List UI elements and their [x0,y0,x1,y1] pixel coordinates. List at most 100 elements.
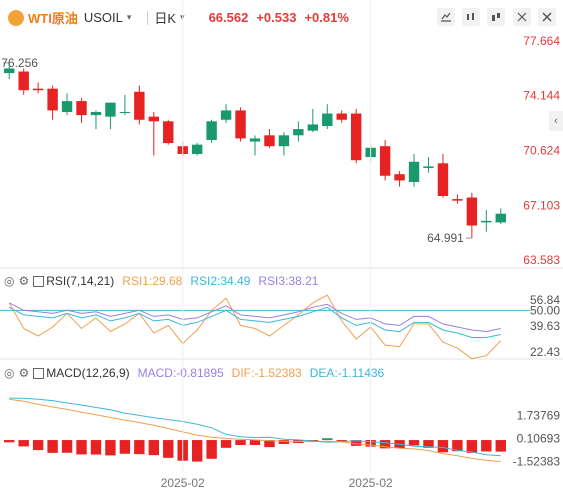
macd-bar [452,440,463,452]
macd-bar [278,440,290,445]
candle-body [394,174,405,181]
high-label: 76.256 [1,56,38,70]
macd-bar [481,440,492,452]
candle-body [307,124,319,131]
candle-body [452,199,463,201]
rsi3-value: RSI3:38.21 [258,274,319,288]
candle-body [336,113,347,120]
candle-body [4,68,15,74]
x-axis-label: 2025-02 [161,476,205,490]
macd-bar [90,440,102,455]
dif-value: DIF:-1.52383 [231,366,302,380]
candle-body [148,116,160,122]
macd-bar [119,440,131,454]
macd-bar [379,440,391,449]
candle-body [423,166,434,168]
macd-bar [47,440,58,453]
symbol-name: WTI原油 [28,11,78,26]
price-axis-label: 67.103 [523,198,560,212]
macd-axis-label: -1.52383 [513,455,561,469]
macd-bar [220,440,232,448]
macd-bar [336,440,347,442]
macd-bar [4,440,15,443]
candle-body [235,110,246,139]
oil-icon [8,9,24,26]
settings-icon[interactable] [437,8,455,26]
macd-bar [249,440,261,445]
macd-bar [61,440,73,453]
checkbox-icon[interactable] [33,367,45,379]
settings-icon[interactable]: ⚙ [18,366,30,380]
candle-body [61,101,73,112]
macd-line-dea [9,397,501,457]
close-icon[interactable] [538,8,556,26]
price-change: +0.533 [256,10,297,25]
price-axis-label: 74.144 [523,89,560,103]
price-axis-label: 63.583 [523,253,560,267]
settings-icon[interactable]: ⚙ [18,274,30,288]
candle-body [322,113,333,126]
chevron-left-icon[interactable]: ‹ [549,111,563,131]
macd-value: MACD:-0.81895 [137,366,224,380]
macd-bar [32,440,44,451]
candle-body [495,213,506,223]
x-axis-label: 2025-02 [349,476,393,490]
macd-bar [423,440,434,448]
rsi-title: RSI(7,14,21) [46,274,115,288]
compare-icon[interactable] [487,8,505,26]
macd-bar [105,440,116,456]
candle-body [119,111,131,113]
dea-value: DEA:-1.11436 [309,366,385,380]
macd-bar [76,440,87,455]
eye-icon[interactable]: ◎ [4,274,15,288]
candle-body [191,144,203,154]
rsi-line-rsi2 [8,306,501,338]
candle-body [220,110,232,120]
candle-body [293,129,304,136]
candle-body [408,161,420,182]
candle-body [32,88,44,91]
candle-body [437,163,449,196]
chart-header: WTI原油 USOIL ▾ 日K ▾ 66.562 +0.533 +0.81% [0,0,563,34]
checkbox-icon[interactable] [33,275,45,287]
candle-body [76,101,87,116]
rsi-axis-label: 22.43 [530,345,560,359]
macd-axis-label: 0.10693 [517,432,561,446]
macd-bar [18,440,29,447]
candle-body [278,135,290,147]
macd-legend: ◎ ⚙ MACD(12,26,9) MACD:-0.81895 DIF:-1.5… [4,366,392,380]
draw-icon[interactable] [462,8,480,26]
candle-body [105,102,116,117]
symbol-code: USOIL [83,10,123,25]
candle-body [379,146,391,176]
macd-bar [148,440,160,456]
rsi-axis-label: 39.63 [530,319,560,333]
rsi-line-rsi3 [8,302,501,333]
candle-body [264,135,275,147]
rsi-line-rsi1 [8,294,502,360]
symbol-block[interactable]: WTI原油 USOIL ▾ 日K ▾ 66.562 +0.533 +0.81% [8,8,349,27]
price-change-percent: +0.81% [304,10,349,25]
candle-body [350,113,362,161]
fullscreen-icon[interactable] [513,8,531,26]
rsi1-value: RSI1:29.68 [122,274,183,288]
candle-body [163,121,174,144]
eye-icon[interactable]: ◎ [4,366,15,380]
period-selector[interactable]: 日K [154,11,177,26]
macd-bar [408,440,420,446]
macd-line-dif [9,398,501,462]
candle-body [466,197,478,226]
macd-bar [322,438,333,441]
price-axis-label: 77.664 [523,34,560,48]
macd-title: MACD(12,26,9) [46,366,130,380]
candle-body [18,71,29,91]
macd-bar [191,440,203,462]
rsi-axis-label: 50.00 [530,303,560,317]
rsi2-value: RSI2:34.49 [190,274,251,288]
macd-bar [437,440,449,453]
candle-body [134,91,145,120]
divider [147,10,149,25]
chevron-down-icon[interactable]: ▾ [126,12,132,22]
last-price: 66.562 [208,10,249,25]
